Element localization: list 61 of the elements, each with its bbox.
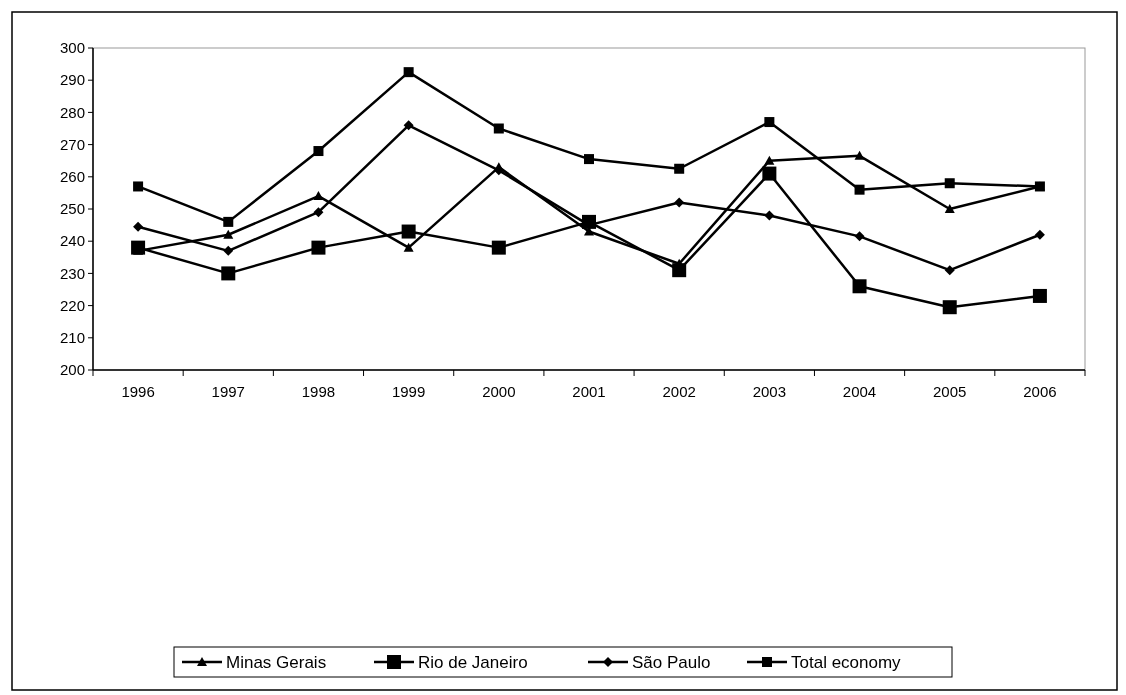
x-tick-label: 2002 <box>662 383 696 400</box>
point <box>944 265 955 276</box>
point <box>133 221 144 232</box>
y-tick-label: 210 <box>59 329 85 347</box>
point <box>403 120 414 131</box>
point <box>944 178 955 189</box>
x-tick-label: 2005 <box>933 383 967 400</box>
point <box>223 216 234 227</box>
point <box>1034 229 1045 240</box>
point <box>854 150 865 160</box>
point <box>493 123 504 134</box>
y-tick-label: 270 <box>59 135 85 153</box>
x-tick-label: 1997 <box>211 383 245 400</box>
legend-label: Rio de Janeiro <box>418 652 528 672</box>
y-tick-label: 300 <box>59 39 85 57</box>
y-tick-label: 290 <box>59 71 85 89</box>
y-tick-label: 230 <box>59 264 85 282</box>
point <box>764 210 775 221</box>
x-tick-label: 1996 <box>121 383 155 400</box>
y-tick-label: 250 <box>59 200 85 218</box>
point <box>131 240 146 255</box>
point <box>491 240 506 255</box>
point <box>584 154 594 165</box>
point <box>403 67 414 78</box>
point <box>854 184 865 195</box>
point <box>313 207 324 218</box>
y-tick-label: 260 <box>59 168 85 186</box>
point <box>674 163 685 174</box>
x-tick-label: 2004 <box>842 383 877 400</box>
point <box>762 166 777 181</box>
point <box>223 245 234 256</box>
x-tick-label: 1999 <box>391 383 426 400</box>
point <box>854 231 865 242</box>
point <box>944 204 955 213</box>
y-tick-label: 200 <box>59 361 85 379</box>
x-tick-label: 2003 <box>752 383 787 400</box>
point <box>764 155 775 165</box>
legend-label: São Paulo <box>632 652 711 672</box>
point <box>223 229 234 239</box>
point <box>672 263 687 278</box>
point <box>1032 288 1047 303</box>
legend-label: Total economy <box>791 652 902 672</box>
point <box>401 224 416 239</box>
point <box>313 146 324 157</box>
point <box>942 300 957 315</box>
point <box>403 242 414 252</box>
y-tick-label: 240 <box>59 232 85 250</box>
y-tick-label: 280 <box>59 103 85 121</box>
x-tick-label: 2000 <box>482 383 516 400</box>
point <box>852 279 867 294</box>
x-tick-label: 1998 <box>301 383 336 400</box>
point <box>764 117 775 128</box>
point <box>221 266 236 281</box>
x-tick-label: 2001 <box>572 383 606 400</box>
point <box>313 191 324 201</box>
legend-label: Minas Gerais <box>226 652 327 672</box>
point <box>674 197 685 208</box>
point <box>133 181 144 192</box>
x-tick-label: 2006 <box>1023 383 1057 400</box>
point <box>311 240 326 255</box>
y-tick-label: 220 <box>59 296 85 314</box>
